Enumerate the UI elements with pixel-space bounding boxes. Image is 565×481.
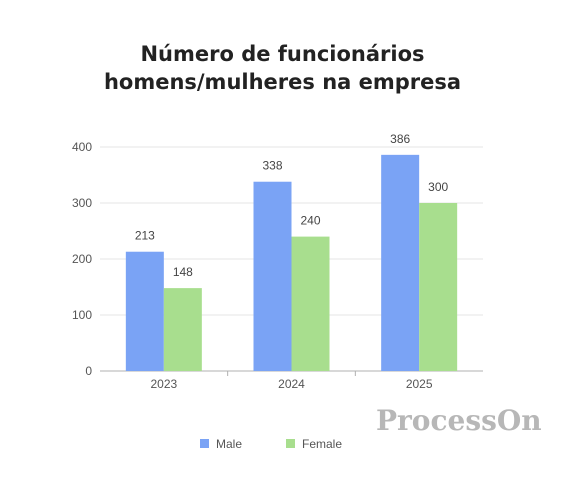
bar-male-2025: [381, 154, 420, 371]
legend-label-male: Male: [216, 437, 242, 451]
y-tick-label: 300: [72, 196, 92, 210]
legend-label-female: Female: [302, 437, 342, 451]
x-tick-label: 2025: [406, 377, 433, 391]
bar-male-2024: [253, 181, 292, 371]
data-label: 338: [262, 159, 282, 173]
x-tick-label: 2024: [278, 377, 305, 391]
y-tick-label: 0: [85, 364, 92, 378]
data-label: 386: [390, 132, 410, 146]
bar-female-2024: [291, 236, 330, 371]
data-label: 300: [428, 180, 448, 194]
bar-male-2023: [125, 251, 164, 371]
y-tick-label: 200: [72, 252, 92, 266]
data-label: 213: [135, 229, 155, 243]
bar-female-2023: [163, 288, 202, 371]
chart-title-line-1: Número de funcionários: [140, 42, 425, 66]
x-tick-label: 2023: [150, 377, 177, 391]
legend-swatch-male: [200, 439, 209, 448]
data-label: 240: [300, 214, 320, 228]
bar-female-2025: [419, 203, 458, 371]
processon-watermark: ProcessOn: [376, 404, 542, 437]
chart-title-line-2: homens/mulheres na empresa: [103, 70, 462, 94]
y-tick-label: 100: [72, 308, 92, 322]
y-tick-label: 400: [72, 140, 92, 154]
data-label: 148: [173, 265, 193, 279]
legend-swatch-female: [286, 439, 295, 448]
